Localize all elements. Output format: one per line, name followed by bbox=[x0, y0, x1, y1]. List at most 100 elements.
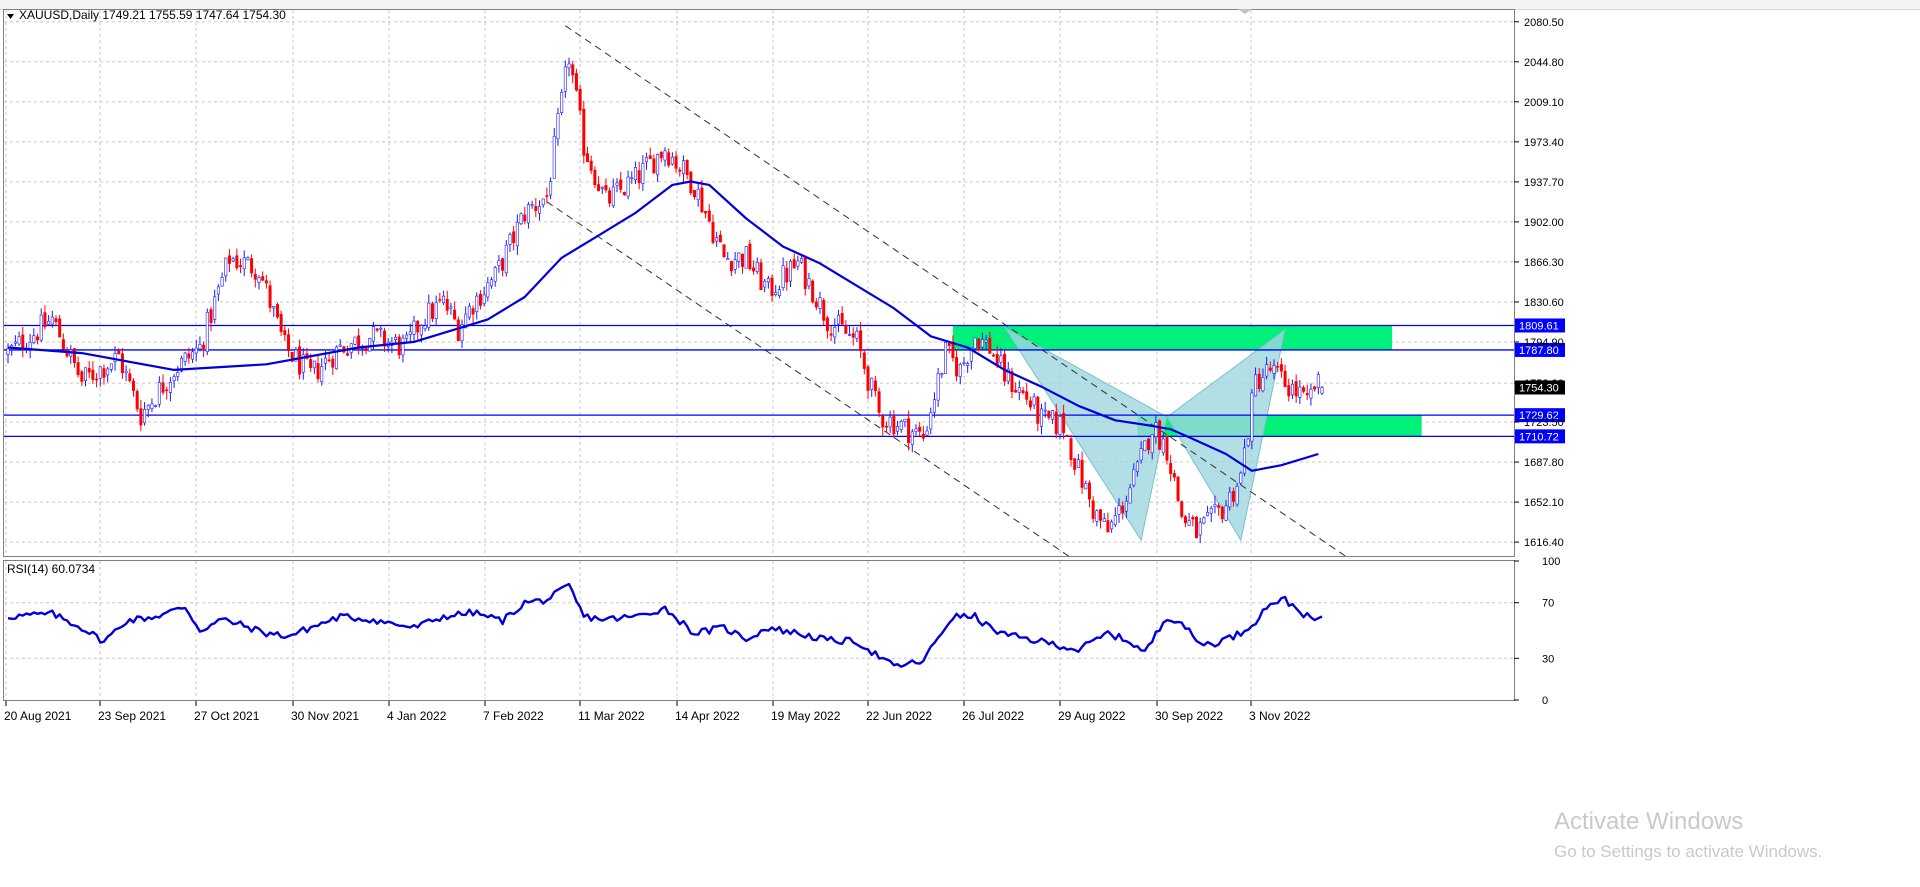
candle-body bbox=[1239, 472, 1243, 484]
level-price-label: 1787.80 bbox=[1519, 345, 1559, 357]
candle-body bbox=[220, 277, 224, 287]
dropdown-triangle-icon[interactable] bbox=[7, 14, 14, 19]
candle-body bbox=[430, 303, 434, 319]
candle-body bbox=[346, 353, 350, 356]
candle-body bbox=[921, 433, 925, 439]
candle-body bbox=[663, 150, 667, 161]
candle-body bbox=[785, 267, 789, 283]
candle-body bbox=[862, 352, 866, 369]
candle-body bbox=[246, 257, 250, 261]
rsi-tick-label: 70 bbox=[1542, 598, 1554, 610]
candle-body bbox=[1039, 408, 1043, 427]
candle-body bbox=[951, 343, 955, 359]
candle-body bbox=[102, 368, 106, 378]
level-price-tag bbox=[1515, 429, 1565, 444]
candle-body bbox=[888, 416, 892, 428]
candle-body bbox=[729, 261, 733, 272]
candle-body bbox=[1206, 512, 1210, 516]
candle-body bbox=[242, 257, 246, 270]
candle-body bbox=[1036, 396, 1040, 424]
candle-body bbox=[261, 276, 265, 281]
candle-body bbox=[1191, 516, 1195, 520]
scroll-marker-icon[interactable] bbox=[1238, 9, 1252, 14]
candle-body bbox=[685, 159, 689, 175]
candle-body bbox=[1124, 500, 1128, 512]
candle-body bbox=[1087, 482, 1091, 500]
candle-body bbox=[534, 206, 538, 211]
candle-body bbox=[456, 319, 460, 341]
candle-body bbox=[538, 206, 542, 214]
candle-body bbox=[397, 336, 401, 356]
candle-body bbox=[1198, 522, 1202, 536]
candle-body bbox=[279, 313, 283, 332]
candle-body bbox=[508, 234, 512, 245]
candle-body bbox=[250, 258, 254, 274]
rsi-header: RSI(14) 60.0734 bbox=[7, 562, 95, 576]
candle-body bbox=[475, 295, 479, 312]
candle-body bbox=[1106, 520, 1110, 533]
candle-body bbox=[150, 403, 154, 409]
candle-body bbox=[777, 289, 781, 297]
candle-body bbox=[848, 334, 852, 336]
candle-body bbox=[737, 252, 741, 262]
candle-body bbox=[1043, 409, 1047, 412]
candle-body bbox=[907, 418, 911, 444]
pattern-layer bbox=[1004, 326, 1286, 542]
candle-body bbox=[1154, 422, 1158, 437]
candle-body bbox=[1320, 387, 1324, 394]
candle-body bbox=[966, 363, 970, 366]
candle-body bbox=[253, 273, 257, 280]
candle-body bbox=[973, 337, 977, 349]
candle-body bbox=[582, 108, 586, 156]
candle-body bbox=[1010, 371, 1014, 393]
candle-body bbox=[146, 405, 150, 410]
price-panel[interactable] bbox=[3, 9, 1515, 557]
candle-body bbox=[312, 360, 316, 369]
candle-body bbox=[331, 358, 335, 368]
candle-body bbox=[515, 222, 519, 247]
candle-body bbox=[143, 408, 147, 424]
candle-body bbox=[109, 363, 113, 370]
candle-body bbox=[774, 292, 778, 296]
candle-body bbox=[1058, 416, 1062, 435]
price-tick-label: 1616.40 bbox=[1524, 537, 1564, 549]
candle-body bbox=[947, 343, 951, 346]
time-tick-label: 14 Apr 2022 bbox=[675, 709, 740, 723]
candle-body bbox=[1143, 440, 1147, 452]
candle-body bbox=[578, 88, 582, 111]
candle-body bbox=[84, 367, 88, 381]
candle-body bbox=[257, 277, 261, 283]
rsi-panel[interactable] bbox=[3, 560, 1515, 701]
candle-body bbox=[371, 326, 375, 342]
candle-body bbox=[264, 280, 268, 284]
candle-body bbox=[748, 243, 752, 270]
candle-body bbox=[567, 63, 571, 69]
time-tick-label: 29 Aug 2022 bbox=[1058, 709, 1126, 723]
candle-body bbox=[881, 415, 885, 428]
candle-body bbox=[504, 244, 508, 274]
candle-body bbox=[1084, 483, 1088, 490]
candle-body bbox=[818, 297, 822, 309]
candle-body bbox=[1076, 459, 1080, 468]
candle-body bbox=[530, 204, 534, 207]
candle-body bbox=[523, 214, 527, 222]
candle-body bbox=[1176, 476, 1180, 501]
candle-body bbox=[124, 370, 128, 374]
price-axis[interactable]: 2080.50 2044.80 2009.10 1973.40 1937.70 1902.… bbox=[1514, 17, 1565, 549]
time-axis[interactable]: 20 Aug 2021 23 Sep 2021 27 Oct 2021 30 Nov … bbox=[4, 701, 1311, 723]
candle-body bbox=[1309, 388, 1313, 399]
candle-body bbox=[884, 425, 888, 428]
candle-body bbox=[1257, 373, 1261, 390]
candle-body bbox=[1113, 515, 1117, 526]
candle-body bbox=[198, 344, 202, 350]
candle-body bbox=[715, 237, 719, 242]
candle-body bbox=[1265, 364, 1269, 377]
candle-body bbox=[940, 373, 944, 376]
candle-body bbox=[1180, 501, 1184, 517]
candle-body bbox=[870, 377, 874, 390]
rsi-axis[interactable]: 100 70 30 0 bbox=[1514, 556, 1560, 707]
candle-body bbox=[161, 382, 165, 393]
candle-body bbox=[597, 184, 601, 192]
candle-body bbox=[1095, 510, 1099, 522]
